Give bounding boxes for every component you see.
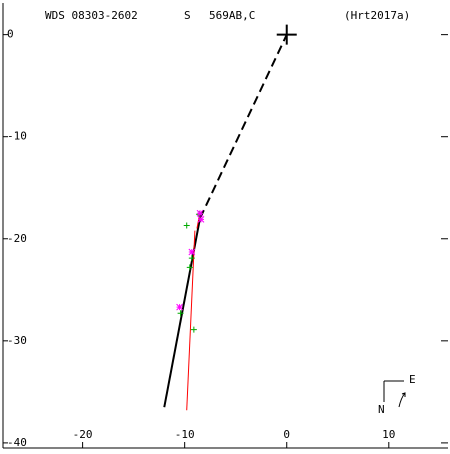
x-tick-label: -20: [73, 428, 93, 441]
measurement: [190, 326, 197, 333]
y-tick-label: -30: [7, 334, 27, 347]
measurement: [196, 209, 204, 217]
east-label: E: [409, 373, 416, 386]
measurement: [183, 222, 190, 229]
y-tick-label: 0: [7, 28, 14, 41]
compass: E N: [378, 373, 416, 416]
measurement: [186, 264, 193, 271]
north-label: N: [378, 403, 385, 416]
x-tick-label: -10: [175, 428, 195, 441]
pair: 569AB,C: [209, 9, 255, 22]
x-tick-label: 10: [382, 428, 395, 441]
orbit-line: [196, 212, 201, 229]
y-tick-label: -20: [7, 232, 27, 245]
measurement: [188, 248, 196, 256]
y-tick-label: -10: [7, 130, 27, 143]
measurement: [176, 303, 183, 311]
x-tick-label: 0: [283, 428, 290, 441]
orbit-line: [186, 230, 196, 411]
reference: (Hrt2017a): [344, 9, 410, 22]
y-tick-label: -40: [7, 436, 27, 449]
orbit-line: [199, 34, 288, 219]
wds-id: WDS 08303-2602: [45, 9, 138, 22]
compass-arrow: [398, 392, 406, 408]
measurement: [188, 255, 195, 262]
flag: S: [184, 9, 191, 22]
primary-star: [276, 24, 297, 45]
measurement: [197, 216, 205, 223]
measurement: [177, 310, 184, 317]
